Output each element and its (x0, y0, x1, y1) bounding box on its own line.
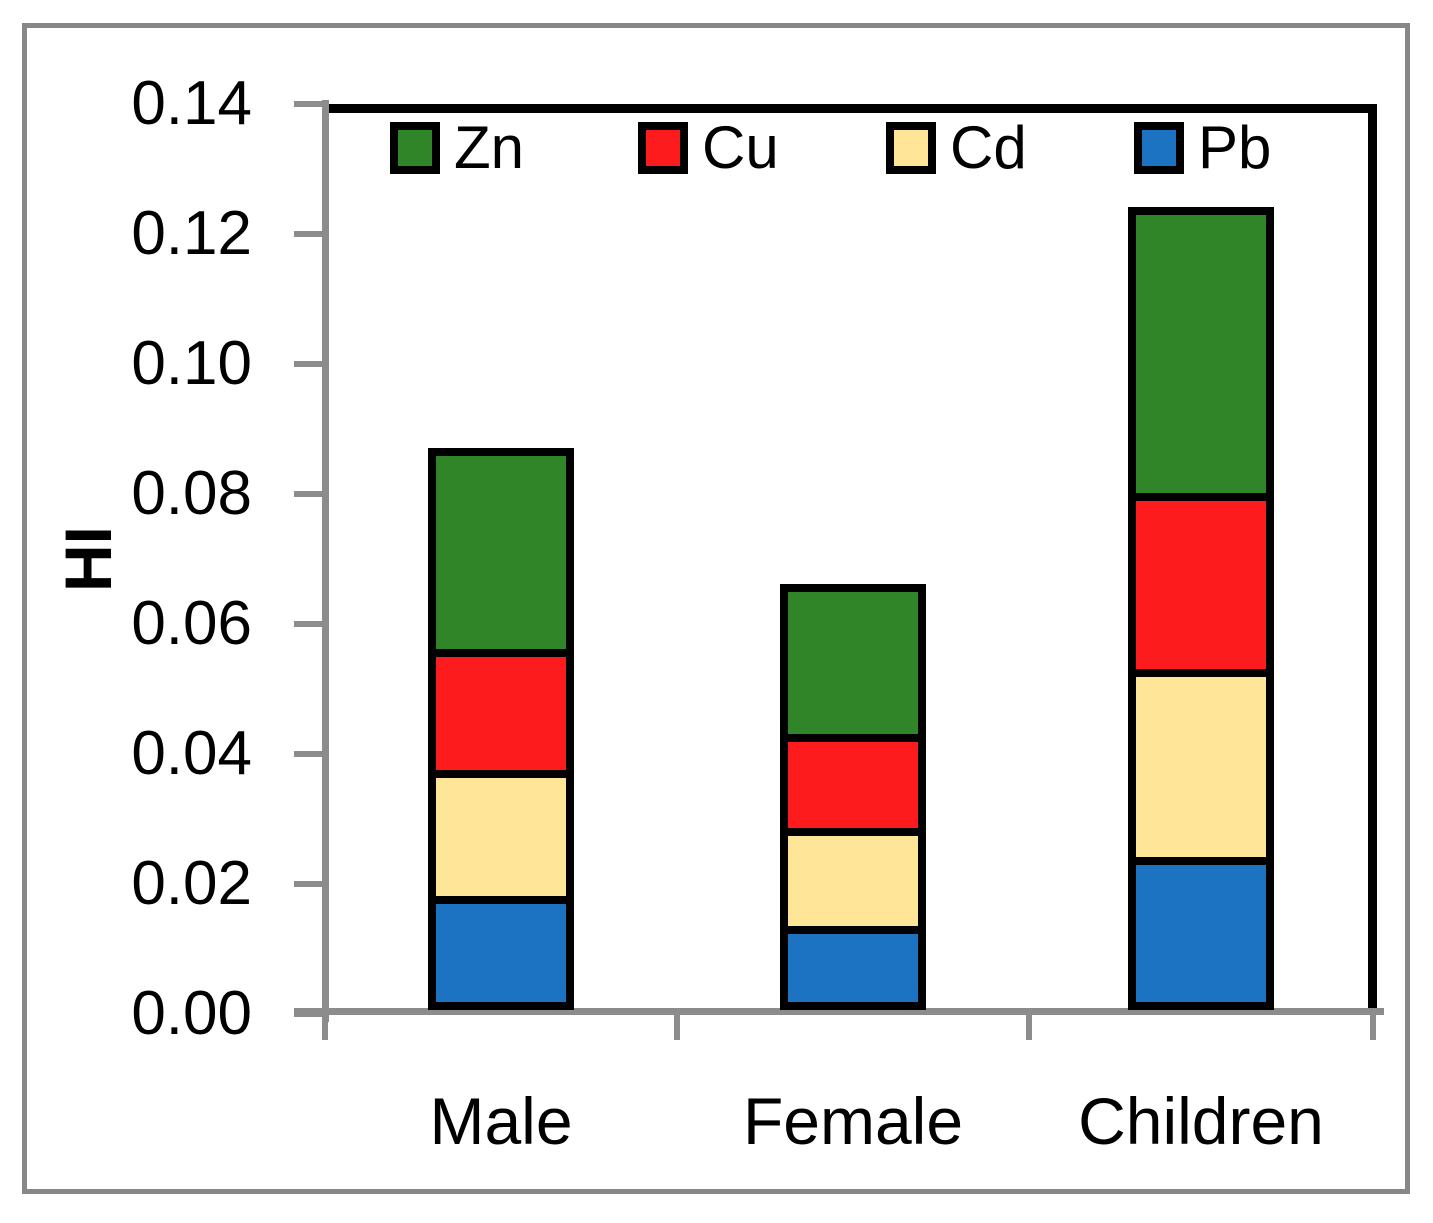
legend-swatch-cd (886, 122, 936, 174)
y-tick-label: 0.06 (131, 589, 252, 658)
y-tick-mark (294, 621, 322, 627)
x-tick-mark (1370, 1008, 1376, 1040)
bar-segment-pb-male (428, 896, 574, 1010)
y-tick-mark (294, 881, 322, 887)
bar-segment-cd-female (780, 828, 926, 926)
bar-segment-zn-male (428, 447, 574, 650)
y-axis-line (322, 100, 329, 1022)
bar-segment-pb-children (1128, 857, 1274, 1010)
category-label-female: Female (742, 1084, 964, 1158)
y-tick-label: 0.00 (131, 979, 252, 1048)
y-tick-mark (294, 101, 322, 107)
bar-segment-cd-children (1128, 668, 1274, 858)
bar-segment-pb-female (780, 925, 926, 1010)
category-label-male: Male (429, 1084, 573, 1158)
bar-segment-zn-children (1128, 207, 1274, 494)
legend-label-pb: Pb (1198, 114, 1272, 181)
plot-top-border (322, 104, 1377, 113)
bar-segment-zn-female (780, 584, 926, 734)
legend-label-cd: Cd (950, 114, 1027, 181)
legend-item-pb: Pb (1134, 114, 1272, 181)
x-tick-mark (322, 1008, 328, 1040)
y-tick-mark (294, 361, 322, 367)
bar-segment-cu-female (780, 733, 926, 828)
bar-segment-cd-male (428, 769, 574, 897)
x-tick-mark (674, 1008, 680, 1040)
y-tick-label: 0.08 (131, 459, 252, 528)
legend-item-cd: Cd (886, 114, 1027, 181)
bar-segment-cu-children (1128, 493, 1274, 669)
legend-swatch-zn (390, 122, 440, 174)
legend-swatch-pb (1134, 122, 1184, 174)
legend-label-zn: Zn (454, 114, 525, 181)
y-tick-mark (294, 751, 322, 757)
stacked-bar-children (1128, 207, 1274, 1010)
category-label-children: Children (1078, 1084, 1324, 1158)
y-tick-label: 0.14 (131, 69, 252, 138)
legend-item-zn: Zn (390, 114, 525, 181)
y-tick-label: 0.02 (131, 849, 252, 918)
y-tick-label: 0.04 (131, 719, 252, 788)
y-tick-mark (294, 491, 322, 497)
stacked-bar-female (780, 584, 926, 1010)
legend-item-cu: Cu (638, 114, 779, 181)
x-axis-line (294, 1008, 1384, 1015)
y-tick-mark (294, 1011, 322, 1017)
x-tick-mark (1026, 1008, 1032, 1040)
y-tick-label: 0.12 (131, 199, 252, 268)
stacked-bar-male (428, 447, 574, 1010)
y-tick-mark (294, 231, 322, 237)
bar-segment-cu-male (428, 649, 574, 770)
y-tick-label: 0.10 (131, 329, 252, 398)
legend-swatch-cu (638, 122, 688, 174)
legend-label-cu: Cu (702, 114, 779, 181)
plot-right-border (1368, 104, 1377, 1015)
y-axis-title: HI (51, 526, 125, 592)
